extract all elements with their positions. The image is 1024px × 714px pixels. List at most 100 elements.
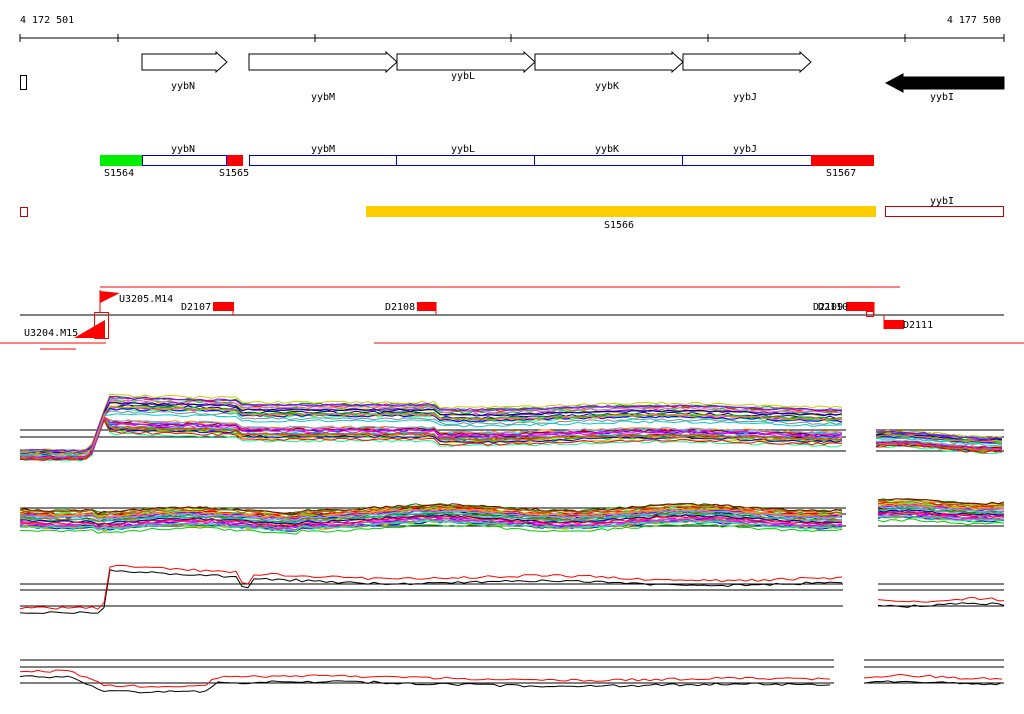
feature-label-D2111: D2111 <box>903 320 933 331</box>
feature-track: U3205.M14 U3204.M15 D2107 D2108 D2109 D2… <box>0 286 1024 350</box>
profile-line <box>875 442 1003 452</box>
end-coordinate: 4 177 500 <box>947 15 1001 26</box>
gene-label-yybK: yybK <box>595 81 619 92</box>
feature-D2110-box[interactable] <box>866 311 874 317</box>
profile-line <box>877 498 1005 505</box>
start-coordinate: 4 172 501 <box>20 15 74 26</box>
profile-line <box>877 508 1005 515</box>
feature-D2107[interactable] <box>213 302 234 311</box>
profile-line <box>19 564 843 610</box>
blue-box-yybM[interactable] <box>249 155 397 166</box>
feature-D2109[interactable] <box>846 302 874 311</box>
gene-label-yybJ: yybJ <box>733 92 757 103</box>
profile-line <box>877 500 1005 507</box>
profile-line <box>19 419 843 462</box>
profile-line <box>877 518 1005 526</box>
profile-line <box>19 517 843 531</box>
feature-D2108[interactable] <box>417 302 436 311</box>
expression-panel-3 <box>19 564 1005 614</box>
feature-box-U3205[interactable] <box>94 312 109 339</box>
profile-line <box>19 675 831 694</box>
blue-box-yybN[interactable] <box>142 155 227 166</box>
profile-line <box>19 401 843 454</box>
profile-line <box>19 514 843 526</box>
profile-line <box>19 523 843 535</box>
flag-icon-U3204 <box>74 320 105 338</box>
gene-arrow-yybI-reverse[interactable] <box>884 73 1005 93</box>
profile-line <box>875 430 1003 440</box>
segment-S1564[interactable] <box>100 155 142 166</box>
profile-line <box>19 419 843 461</box>
flag-icon-U3205 <box>100 291 120 303</box>
gene-arrow-yybJ[interactable] <box>682 50 812 74</box>
profile-line <box>19 401 843 454</box>
profile-line <box>877 505 1005 513</box>
profile-line <box>19 418 843 460</box>
profile-line <box>19 399 843 454</box>
segment-S1565[interactable] <box>227 155 243 166</box>
profile-line <box>19 569 843 614</box>
segment-gene-label-yybM: yybM <box>311 144 335 155</box>
profile-line <box>877 596 1005 603</box>
gene-label-yybM: yybM <box>311 92 335 103</box>
ruler-ticks <box>19 34 1005 42</box>
profile-line <box>877 514 1005 523</box>
partial-gene-stub <box>20 75 27 90</box>
profile-line <box>19 405 843 455</box>
profile-line <box>19 669 831 688</box>
transcript-S1566[interactable] <box>366 206 876 217</box>
profile-line <box>19 509 843 521</box>
profile-line <box>875 435 1003 444</box>
profile-line <box>875 445 1003 455</box>
gene-arrow-yybM[interactable] <box>248 50 398 74</box>
profile-line <box>19 418 843 461</box>
feature-label-D2108: D2108 <box>385 302 415 313</box>
profile-line <box>19 507 843 520</box>
feature-label-D2110: D2110 <box>818 302 848 313</box>
profile-line <box>875 429 1003 439</box>
gene-label-yybI: yybI <box>930 92 954 103</box>
profile-line <box>875 444 1003 454</box>
profile-line <box>19 418 843 462</box>
transcript-yybI[interactable] <box>885 206 1004 217</box>
transcript-label-S1566: S1566 <box>604 220 634 231</box>
profile-line <box>19 405 843 455</box>
profile-line <box>19 504 843 516</box>
profile-line <box>19 520 843 532</box>
profile-line <box>875 434 1003 444</box>
profile-line <box>19 503 843 515</box>
feature-D2111[interactable] <box>884 320 904 329</box>
profile-line <box>19 396 843 453</box>
profile-line <box>19 510 843 522</box>
profile-line <box>19 410 843 456</box>
blue-box-yybK[interactable] <box>534 155 683 166</box>
expression-panel-2 <box>19 498 1005 535</box>
partial-transcript-stub <box>20 207 28 217</box>
profile-line <box>878 511 1005 518</box>
profile-line <box>863 673 1003 680</box>
segment-gene-label-yybN: yybN <box>171 144 195 155</box>
expression-panel-1 <box>19 393 1004 462</box>
segment-label-S1565: S1565 <box>219 168 249 179</box>
profile-line <box>875 441 1003 450</box>
profile-line <box>19 417 843 459</box>
gene-arrow-yybL[interactable] <box>396 50 536 74</box>
coordinate-ruler: 4 172 501 4 177 500 <box>19 15 1005 42</box>
profile-line <box>875 437 1003 447</box>
segment-S1567[interactable] <box>811 155 874 166</box>
blue-box-yybJ[interactable] <box>682 155 812 166</box>
profile-line <box>19 408 843 456</box>
feature-label-D2109: D2109 <box>813 302 843 313</box>
profile-line <box>863 680 1003 686</box>
gene-arrow-yybK[interactable] <box>534 50 684 74</box>
segment-gene-label-yybJ: yybJ <box>733 144 757 155</box>
profile-line <box>19 416 843 459</box>
profile-line <box>19 515 843 527</box>
blue-box-yybL[interactable] <box>396 155 535 166</box>
segment-label-S1564: S1564 <box>104 168 134 179</box>
gene-label-yybL: yybL <box>451 71 475 82</box>
profile-line <box>877 602 1005 608</box>
gene-arrow-yybN[interactable] <box>141 50 228 74</box>
